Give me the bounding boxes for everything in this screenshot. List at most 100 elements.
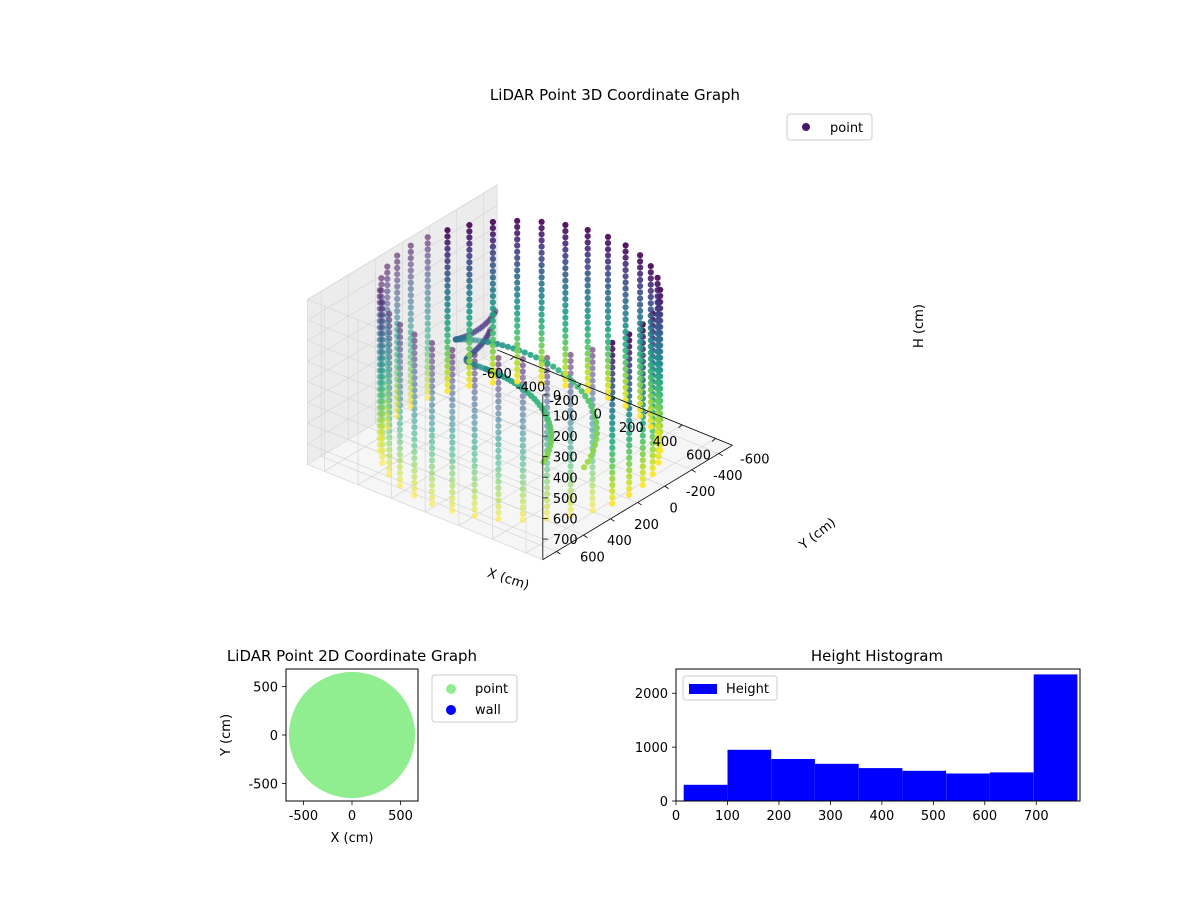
- x-tick-label: -600: [482, 367, 512, 382]
- point-marker: [584, 282, 591, 289]
- point-marker: [466, 246, 473, 253]
- point-marker: [428, 432, 436, 439]
- point-marker: [471, 370, 478, 377]
- point-marker: [637, 307, 644, 314]
- point-marker: [589, 352, 596, 359]
- point-marker: [428, 451, 436, 458]
- point-marker: [514, 217, 521, 224]
- point-marker: [471, 419, 478, 427]
- y-tick-mark: [583, 534, 588, 538]
- point-marker: [384, 362, 391, 369]
- point-marker: [589, 377, 596, 384]
- point-marker: [647, 374, 654, 381]
- point-marker: [519, 417, 526, 424]
- point-marker: [466, 240, 473, 247]
- point-marker: [495, 361, 502, 368]
- point-marker: [376, 441, 383, 448]
- point-marker: [466, 339, 473, 346]
- point-marker: [562, 221, 569, 229]
- point-marker: [562, 302, 569, 309]
- point-marker: [538, 299, 545, 306]
- point-marker: [604, 338, 612, 346]
- point-marker: [471, 469, 478, 476]
- chart-3d-xlabel: X (cm): [485, 566, 531, 594]
- point-marker: [407, 310, 414, 317]
- grid-h: [307, 225, 498, 342]
- point-marker: [654, 385, 661, 393]
- point-marker: [471, 426, 478, 433]
- point-marker: [386, 452, 393, 460]
- point-marker: [378, 361, 385, 368]
- point-marker: [519, 454, 526, 462]
- point-marker: [444, 375, 451, 382]
- point-marker: [609, 500, 616, 507]
- point-marker: [471, 506, 478, 513]
- point-marker: [527, 351, 534, 358]
- point-marker: [654, 379, 661, 386]
- point-marker: [654, 404, 661, 411]
- point-marker: [647, 281, 654, 288]
- point-marker: [567, 395, 574, 402]
- point-marker: [622, 304, 629, 311]
- point-marker: [519, 442, 526, 449]
- point-marker: [424, 394, 431, 401]
- point-marker: [567, 425, 574, 433]
- point-marker: [647, 368, 654, 375]
- point-marker: [567, 413, 574, 420]
- chart-3d-ylabel: Y (cm): [796, 515, 839, 553]
- point-marker: [449, 470, 456, 477]
- point-marker: [514, 242, 521, 249]
- h-tick-label: 600: [553, 512, 578, 527]
- point-marker: [604, 277, 612, 284]
- y-tick-label: 400: [607, 534, 632, 549]
- point-marker: [394, 252, 401, 259]
- point-marker: [567, 432, 574, 439]
- point-marker: [622, 384, 629, 391]
- point-marker: [378, 392, 385, 399]
- point-marker: [444, 319, 451, 326]
- x-tick-mark: [711, 438, 716, 442]
- point-marker: [519, 510, 526, 517]
- point-marker: [499, 342, 506, 349]
- point-marker: [386, 434, 393, 441]
- point-marker: [444, 288, 451, 296]
- y-tick-mark: [718, 453, 724, 457]
- point-marker: [544, 490, 551, 498]
- point-marker: [449, 353, 456, 360]
- point-marker: [407, 304, 414, 311]
- point-marker: [411, 473, 418, 480]
- chart-2d-ylabel: Y (cm): [219, 714, 234, 757]
- point-marker: [424, 265, 431, 272]
- point-marker: [593, 430, 601, 437]
- x-tick-mark: [543, 370, 548, 374]
- point-marker: [647, 306, 654, 313]
- point-marker: [384, 343, 391, 350]
- point-marker: [495, 392, 502, 399]
- x-tick-label: 500: [921, 809, 946, 824]
- legend-marker-point: [802, 123, 810, 131]
- point-marker: [562, 271, 569, 278]
- point-marker: [538, 249, 545, 256]
- point-marker: [466, 271, 473, 278]
- h-tick-label: 200: [553, 430, 578, 445]
- point-marker: [471, 432, 478, 439]
- x-tick-label: 400: [869, 809, 894, 824]
- point-marker: [514, 261, 521, 268]
- point-marker: [424, 314, 431, 321]
- point-marker: [649, 464, 656, 471]
- point-marker: [504, 343, 511, 350]
- point-marker: [384, 294, 391, 301]
- point-marker: [538, 286, 545, 293]
- point-marker: [604, 363, 612, 370]
- point-marker: [471, 382, 478, 389]
- point-marker: [514, 335, 521, 342]
- point-marker: [495, 472, 502, 479]
- point-marker: [466, 308, 473, 315]
- h-tick-label: 100: [553, 409, 578, 424]
- point-marker: [449, 371, 456, 378]
- point-marker: [378, 411, 385, 418]
- point-marker: [622, 310, 629, 317]
- point-marker: [378, 374, 385, 381]
- point-marker: [424, 258, 431, 265]
- point-marker: [378, 287, 385, 294]
